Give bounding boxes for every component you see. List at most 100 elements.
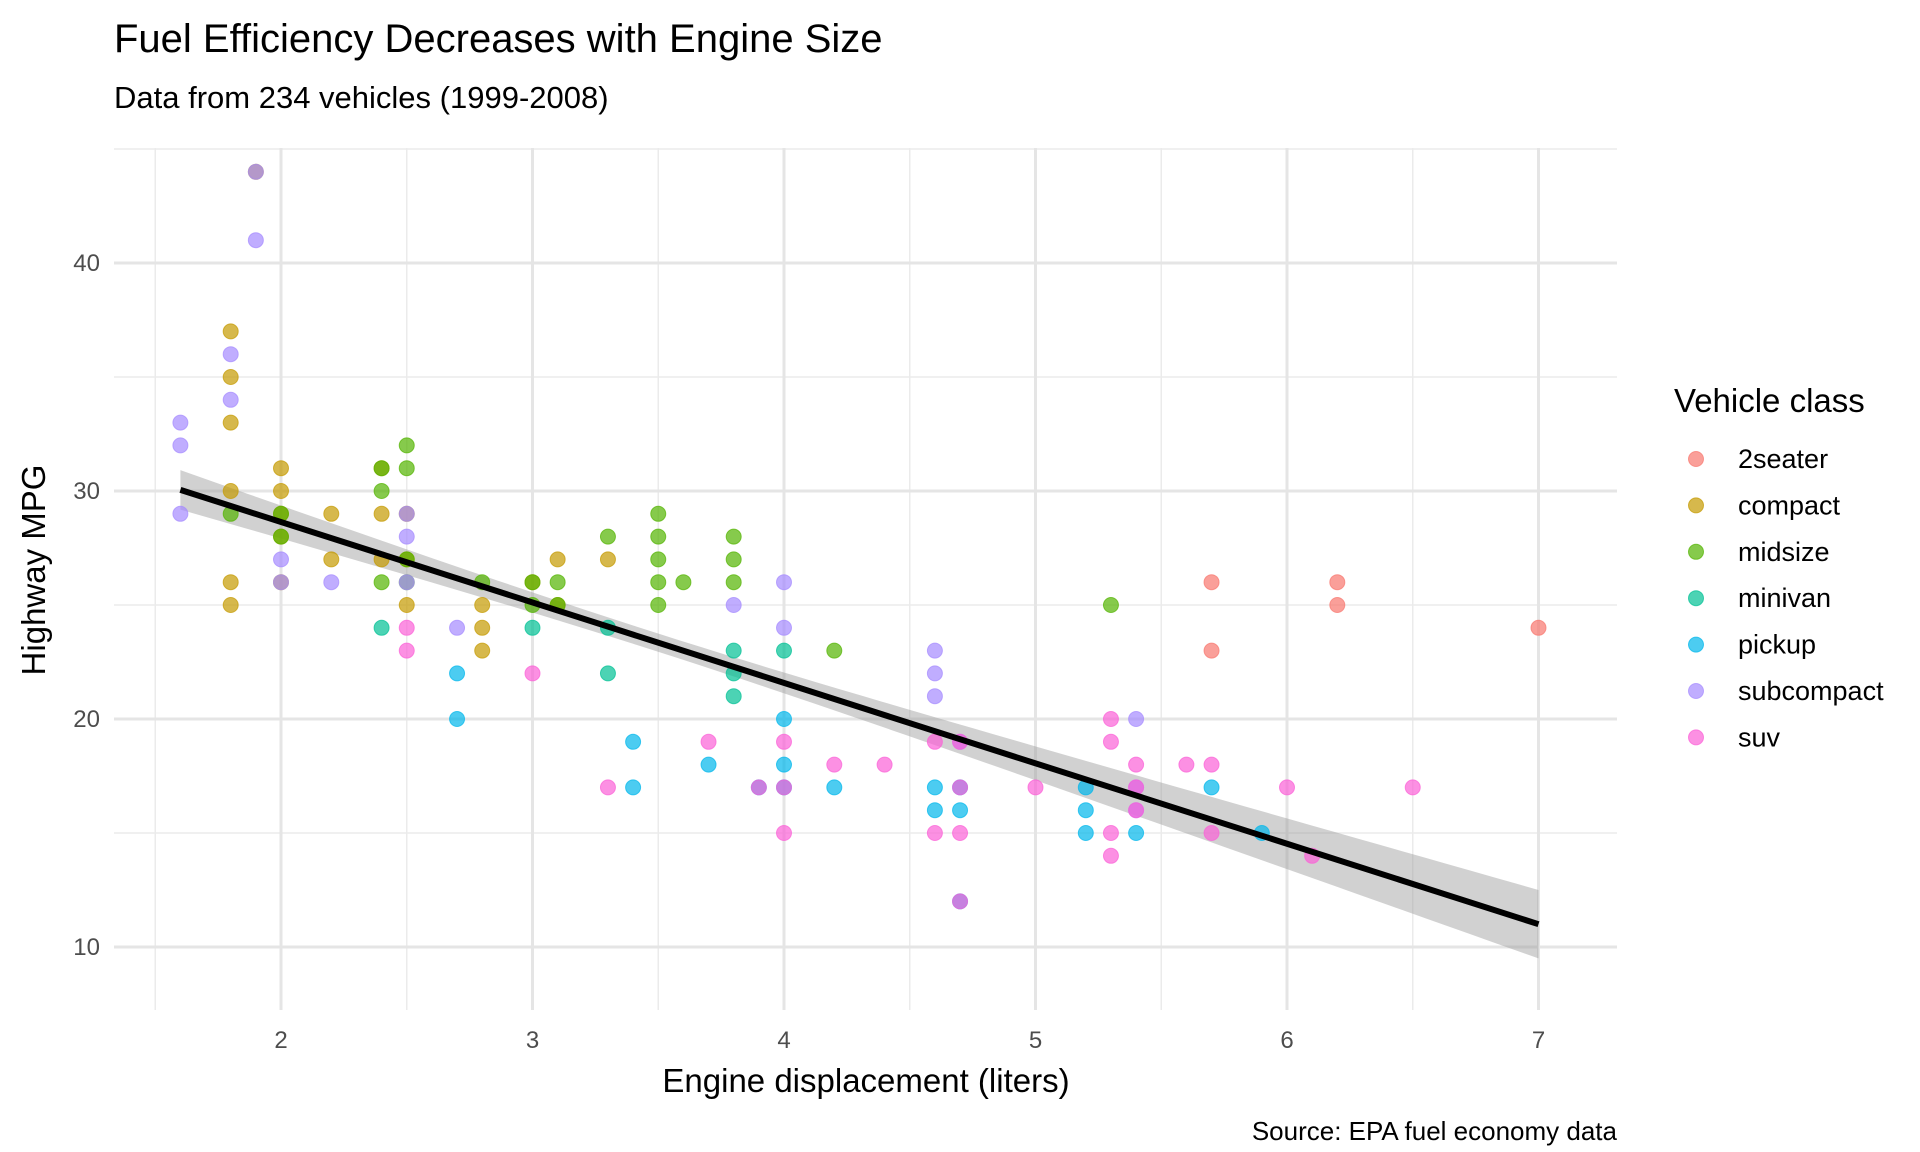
data-point-subcompact (398, 574, 415, 591)
data-point-subcompact (725, 597, 742, 613)
legend-label: pickup (1738, 630, 1816, 660)
data-point-pickup (1203, 779, 1220, 796)
legend-item-subcompact: subcompact (1688, 676, 1884, 706)
legend-item-2seater: 2seater (1688, 444, 1828, 474)
data-point-pickup (1077, 802, 1094, 819)
data-point-midsize (373, 483, 390, 499)
data-point-minivan (776, 642, 792, 659)
data-point-suv (876, 756, 893, 773)
data-point-midsize (373, 460, 390, 477)
legend-label: midsize (1738, 537, 1830, 567)
data-point-compact (398, 597, 415, 613)
data-point-compact (222, 414, 239, 431)
x-tick-label: 6 (1280, 1027, 1293, 1054)
regression-line (179, 487, 1540, 928)
data-point-pickup (625, 779, 642, 796)
data-point-pickup (449, 711, 466, 727)
data-point-suv (1102, 733, 1119, 750)
series-suv (398, 619, 1421, 910)
data-point-suv (952, 893, 969, 910)
data-point-midsize (725, 528, 742, 545)
data-point-midsize (650, 597, 667, 613)
caption: Source: EPA fuel economy data (1252, 1116, 1618, 1146)
legend-label: compact (1738, 490, 1841, 520)
data-point-suv (1027, 779, 1044, 796)
x-tick-label: 7 (1532, 1027, 1545, 1054)
data-point-compact (222, 369, 239, 385)
data-point-midsize (398, 437, 415, 454)
data-point-suv (700, 733, 717, 750)
legend-label: minivan (1738, 583, 1831, 613)
data-point-subcompact (449, 619, 466, 636)
data-point-pickup (449, 665, 466, 682)
data-point-midsize (549, 574, 566, 591)
data-point-compact (222, 483, 239, 499)
series-2seater (1203, 574, 1547, 659)
data-point-midsize (650, 551, 667, 568)
data-point-minivan (373, 619, 390, 636)
legend-label: 2seater (1738, 444, 1828, 474)
data-point-suv (398, 619, 415, 636)
y-tick-label: 10 (73, 934, 100, 961)
data-point-compact (373, 505, 390, 522)
legend-key-midsize (1688, 543, 1704, 560)
data-point-compact (222, 597, 239, 613)
data-point-suv (776, 779, 792, 796)
legend: Vehicle class 2seater compact midsize miniv… (1674, 382, 1884, 752)
data-point-suv (826, 756, 843, 773)
data-point-compact (549, 551, 566, 568)
data-point-suv (952, 779, 969, 796)
legend-item-compact: compact (1688, 490, 1841, 520)
data-point-suv (776, 733, 792, 750)
data-point-suv (1404, 779, 1421, 796)
data-point-suv (398, 642, 415, 659)
data-point-midsize (524, 574, 541, 591)
data-point-compact (273, 460, 289, 477)
data-point-midsize (273, 528, 289, 545)
data-point-subcompact (926, 688, 943, 705)
data-point-pickup (776, 711, 792, 727)
data-point-midsize (725, 574, 742, 591)
data-point-suv (1279, 779, 1295, 796)
x-tick-label: 4 (777, 1027, 790, 1054)
data-point-pickup (700, 756, 717, 773)
data-point-compact (474, 642, 491, 659)
data-point-subcompact (1128, 711, 1145, 727)
confidence-band (180, 470, 1539, 959)
data-point-midsize (650, 574, 667, 591)
data-point-compact (222, 323, 239, 340)
data-point-subcompact (323, 574, 340, 591)
legend-key-minivan (1688, 590, 1704, 607)
data-point-compact (222, 574, 239, 591)
data-point-compact (323, 505, 340, 522)
data-point-suv (926, 825, 943, 841)
legend-item-suv: suv (1688, 722, 1781, 752)
confidence-band-area (180, 470, 1539, 959)
data-point-minivan (599, 665, 616, 682)
legend-key-2seater (1688, 451, 1704, 467)
data-point-pickup (826, 779, 843, 796)
data-point-subcompact (247, 163, 264, 180)
data-point-midsize (599, 528, 616, 545)
data-point-suv (926, 733, 943, 750)
x-axis-title: Engine displacement (liters) (662, 1062, 1069, 1099)
data-point-subcompact (222, 346, 239, 363)
data-point-suv (1102, 711, 1119, 727)
data-point-subcompact (172, 437, 189, 454)
data-point-minivan (725, 688, 742, 705)
data-point-midsize (725, 551, 742, 568)
trend-line (179, 487, 1540, 928)
legend-item-pickup: pickup (1688, 630, 1816, 660)
data-point-suv (1128, 802, 1145, 819)
data-point-midsize (650, 505, 667, 522)
legend-title: Vehicle class (1674, 382, 1865, 419)
points (172, 163, 1547, 910)
x-tick-label: 2 (274, 1027, 287, 1054)
data-point-pickup (1077, 825, 1094, 841)
data-point-midsize (650, 528, 667, 545)
data-point-subcompact (222, 391, 239, 408)
x-tick-label: 5 (1029, 1027, 1042, 1054)
data-point-subcompact (398, 528, 415, 545)
data-point-2seater (1530, 619, 1547, 636)
